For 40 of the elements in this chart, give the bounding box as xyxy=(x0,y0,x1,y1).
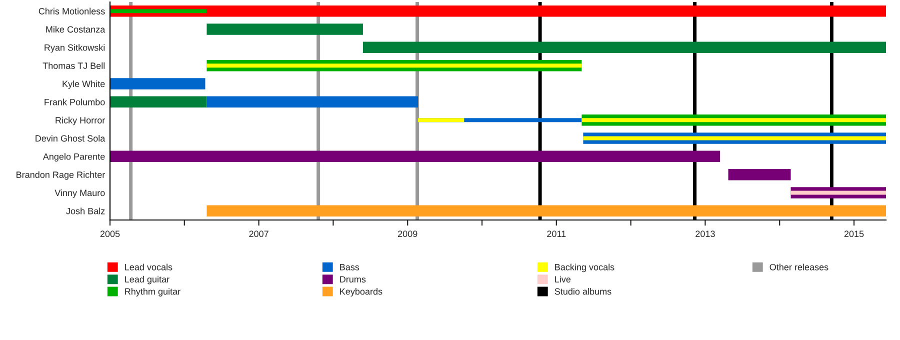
legend-label: Keyboards xyxy=(340,288,382,296)
bar xyxy=(110,5,886,17)
y-tick-label: Chris Motionless xyxy=(38,8,105,14)
x-tick-label: 2011 xyxy=(547,230,566,238)
bar xyxy=(206,205,886,217)
y-tick-label: Vinny Mauro xyxy=(54,189,105,198)
y-tick-label: Ryan Sitkowski xyxy=(44,44,105,53)
legend-label: Drums xyxy=(340,276,366,283)
bar xyxy=(362,42,886,54)
y-tick-label: Mike Costanza xyxy=(46,26,106,33)
bar xyxy=(418,118,464,122)
bar xyxy=(206,64,582,68)
legend-label: Live xyxy=(555,276,571,283)
x-tick-label: 2005 xyxy=(100,230,120,238)
y-tick-label: Angelo Parente xyxy=(42,153,105,162)
y-tick-label: Kyle White xyxy=(62,80,105,89)
legend-label: Rhythm guitar xyxy=(125,288,180,296)
x-tick-label: 2013 xyxy=(696,230,715,238)
y-tick-label: Josh Balz xyxy=(66,208,105,214)
x-tick-label: 2015 xyxy=(844,230,864,238)
legend-label: Backing vocals xyxy=(555,264,614,272)
bar xyxy=(582,118,886,122)
y-tick-label: Devin Ghost Sola xyxy=(36,134,106,142)
bar xyxy=(110,78,206,90)
bar xyxy=(206,96,418,108)
x-tick-label: 2007 xyxy=(249,230,268,238)
y-tick-label: Ricky Horror xyxy=(56,116,105,126)
bar xyxy=(110,96,207,108)
y-tick-label: Frank Polumbo xyxy=(44,98,105,106)
legend-label: Bass xyxy=(340,264,360,270)
legend-label: Lead vocals xyxy=(125,264,172,270)
x-tick-label: 2009 xyxy=(398,230,418,238)
bar xyxy=(728,168,791,180)
legend-label: Studio albums xyxy=(554,288,612,295)
bar xyxy=(110,150,720,162)
legend-label: Other releases xyxy=(770,264,828,270)
y-tick-label: Brandon Rage Richter xyxy=(16,171,105,180)
legend-label: Lead guitar xyxy=(125,276,170,284)
y-tick-label: Thomas TJ Bell xyxy=(42,62,105,69)
bar xyxy=(206,24,363,35)
